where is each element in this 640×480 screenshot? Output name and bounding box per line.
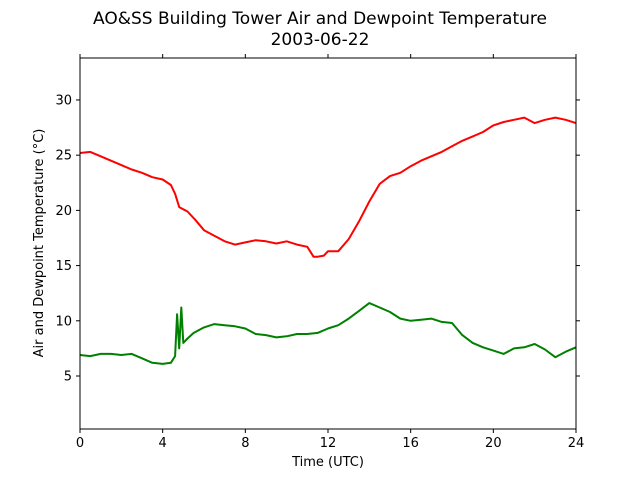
x-tick-label-2: 8: [241, 436, 249, 451]
y-tick-label-4: 25: [55, 149, 72, 164]
x-tick-label-4: 16: [402, 436, 419, 451]
series-line-1: [79, 302, 577, 365]
y-tick-label-3: 20: [55, 204, 72, 219]
x-tick-label-1: 4: [159, 436, 167, 451]
series-line-0: [79, 116, 577, 258]
y-tick-label-5: 30: [55, 93, 72, 108]
x-tick-label-6: 24: [568, 436, 585, 451]
x-tick-label-3: 12: [320, 436, 337, 451]
y-tick-label-1: 10: [55, 314, 72, 329]
x-axis: 0 4 8 12 16 20 24: [76, 54, 584, 451]
x-tick-label-0: 0: [76, 436, 84, 451]
y-tick-label-2: 15: [55, 259, 72, 274]
chart-subtitle: 2003-06-22: [271, 30, 370, 50]
plot-frame: [79, 57, 577, 430]
plot-series: [79, 116, 577, 365]
y-axis: 5 10 15 20 25 30: [55, 93, 580, 385]
x-axis-label: Time (UTC): [291, 455, 364, 470]
chart-title: AO&SS Building Tower Air and Dewpoint Te…: [93, 9, 547, 29]
y-tick-label-0: 5: [64, 370, 72, 385]
y-axis-label: Air and Dewpoint Temperature (°C): [32, 129, 47, 358]
x-tick-label-5: 20: [485, 436, 502, 451]
